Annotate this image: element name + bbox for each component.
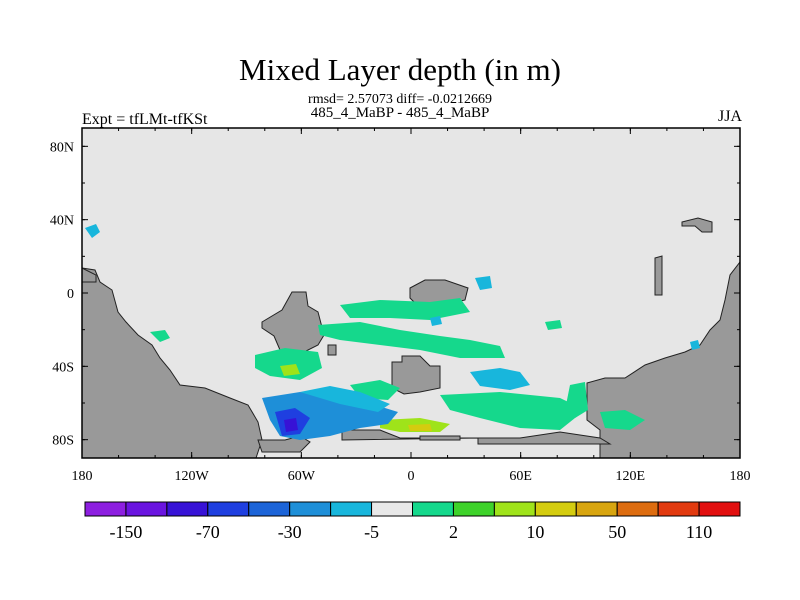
colorbar-label: -150 [109, 522, 142, 542]
land-antarctica-west [257, 435, 311, 453]
patch-green-south-east [440, 392, 585, 430]
colorbar-swatch [657, 501, 700, 517]
patch-cyan-small-2 [690, 340, 700, 350]
season-label: JJA [717, 108, 742, 125]
x-tick-label: 180 [730, 469, 751, 484]
y-tick-label: 80S [52, 434, 74, 449]
x-tick-label: 120E [616, 469, 646, 484]
patch-cyan-west [85, 224, 100, 238]
colorbar-label: -5 [364, 522, 379, 542]
colorbar-swatch [698, 501, 741, 517]
patch-cyan-small-1 [430, 316, 442, 326]
x-axis: 180 120W 60W 0 60E 120E 180 [72, 128, 751, 484]
colorbar-label: -70 [196, 522, 220, 542]
land-australia-block [586, 260, 741, 459]
colorbar-swatch [289, 501, 332, 517]
y-tick-label: 80N [50, 140, 74, 155]
colorbar-swatch [452, 501, 495, 517]
x-tick-label: 0 [408, 469, 415, 484]
colorbar-swatch [248, 501, 291, 517]
colorbar-label: 110 [686, 522, 712, 542]
plot-title: Mixed Layer depth (in m) [239, 52, 561, 87]
colorbar-swatch [534, 501, 577, 517]
land-africa [261, 291, 325, 363]
patch-cyan-weddell [300, 386, 390, 412]
colorbar-swatch [330, 501, 373, 517]
land-north-east [681, 217, 713, 233]
y-axis: 80N 40N 0 40S 80S [50, 140, 740, 449]
patch-green-band [318, 322, 505, 358]
colorbar-swatch [412, 501, 454, 517]
patch-lime-pacific [280, 364, 300, 376]
colorbar-label: 10 [526, 522, 544, 542]
land-indian-block [391, 355, 441, 395]
colorbar-label: 2 [449, 522, 458, 542]
patch-indigo-weddell [284, 418, 298, 432]
patch-green-pacific-1 [150, 330, 170, 342]
experiment-label: Expt = tfLMt-tfKSt [82, 111, 208, 128]
patch-cyan-indian [470, 368, 530, 390]
colorbar-swatch [575, 501, 618, 517]
colorbar-swatch [125, 501, 168, 517]
x-tick-label: 60E [509, 469, 532, 484]
patch-olive-south [408, 424, 432, 431]
patch-cyan-atlantic-north [475, 276, 492, 290]
colorbar-swatch [207, 501, 250, 517]
land-layer [81, 217, 741, 459]
colorbar-label: -30 [278, 522, 302, 542]
land-islands-centre [327, 344, 337, 356]
colorbar-swatch [616, 501, 659, 517]
colorbar: -150 -70 -30 -5 2 10 50 110 [84, 501, 741, 542]
patch-green-small-1 [545, 320, 562, 330]
x-tick-label: 120W [175, 469, 210, 484]
land-ice-island [419, 435, 461, 441]
land-island-east [654, 255, 663, 296]
y-tick-label: 0 [67, 287, 74, 302]
x-tick-label: 180 [72, 469, 93, 484]
colorbar-swatch [84, 501, 127, 517]
patch-green-east-antarctic [600, 410, 645, 430]
stats-line: rmsd= 2.57073 diff= -0.0212669 [308, 92, 492, 107]
colorbar-label: 50 [608, 522, 626, 542]
y-tick-label: 40S [52, 360, 74, 375]
patch-green-tasman [566, 382, 588, 418]
x-tick-label: 60W [288, 469, 316, 484]
plot-subtitle: 485_4_MaBP - 485_4_MaBP [310, 105, 490, 121]
colorbar-swatch [493, 501, 536, 517]
patch-green-pacific-2 [255, 348, 322, 380]
colorbar-swatch [371, 501, 413, 517]
anomaly-patches [85, 224, 700, 440]
colorbar-swatch [166, 501, 209, 517]
y-tick-label: 40N [50, 214, 74, 229]
patch-green-atlantic [340, 298, 470, 320]
